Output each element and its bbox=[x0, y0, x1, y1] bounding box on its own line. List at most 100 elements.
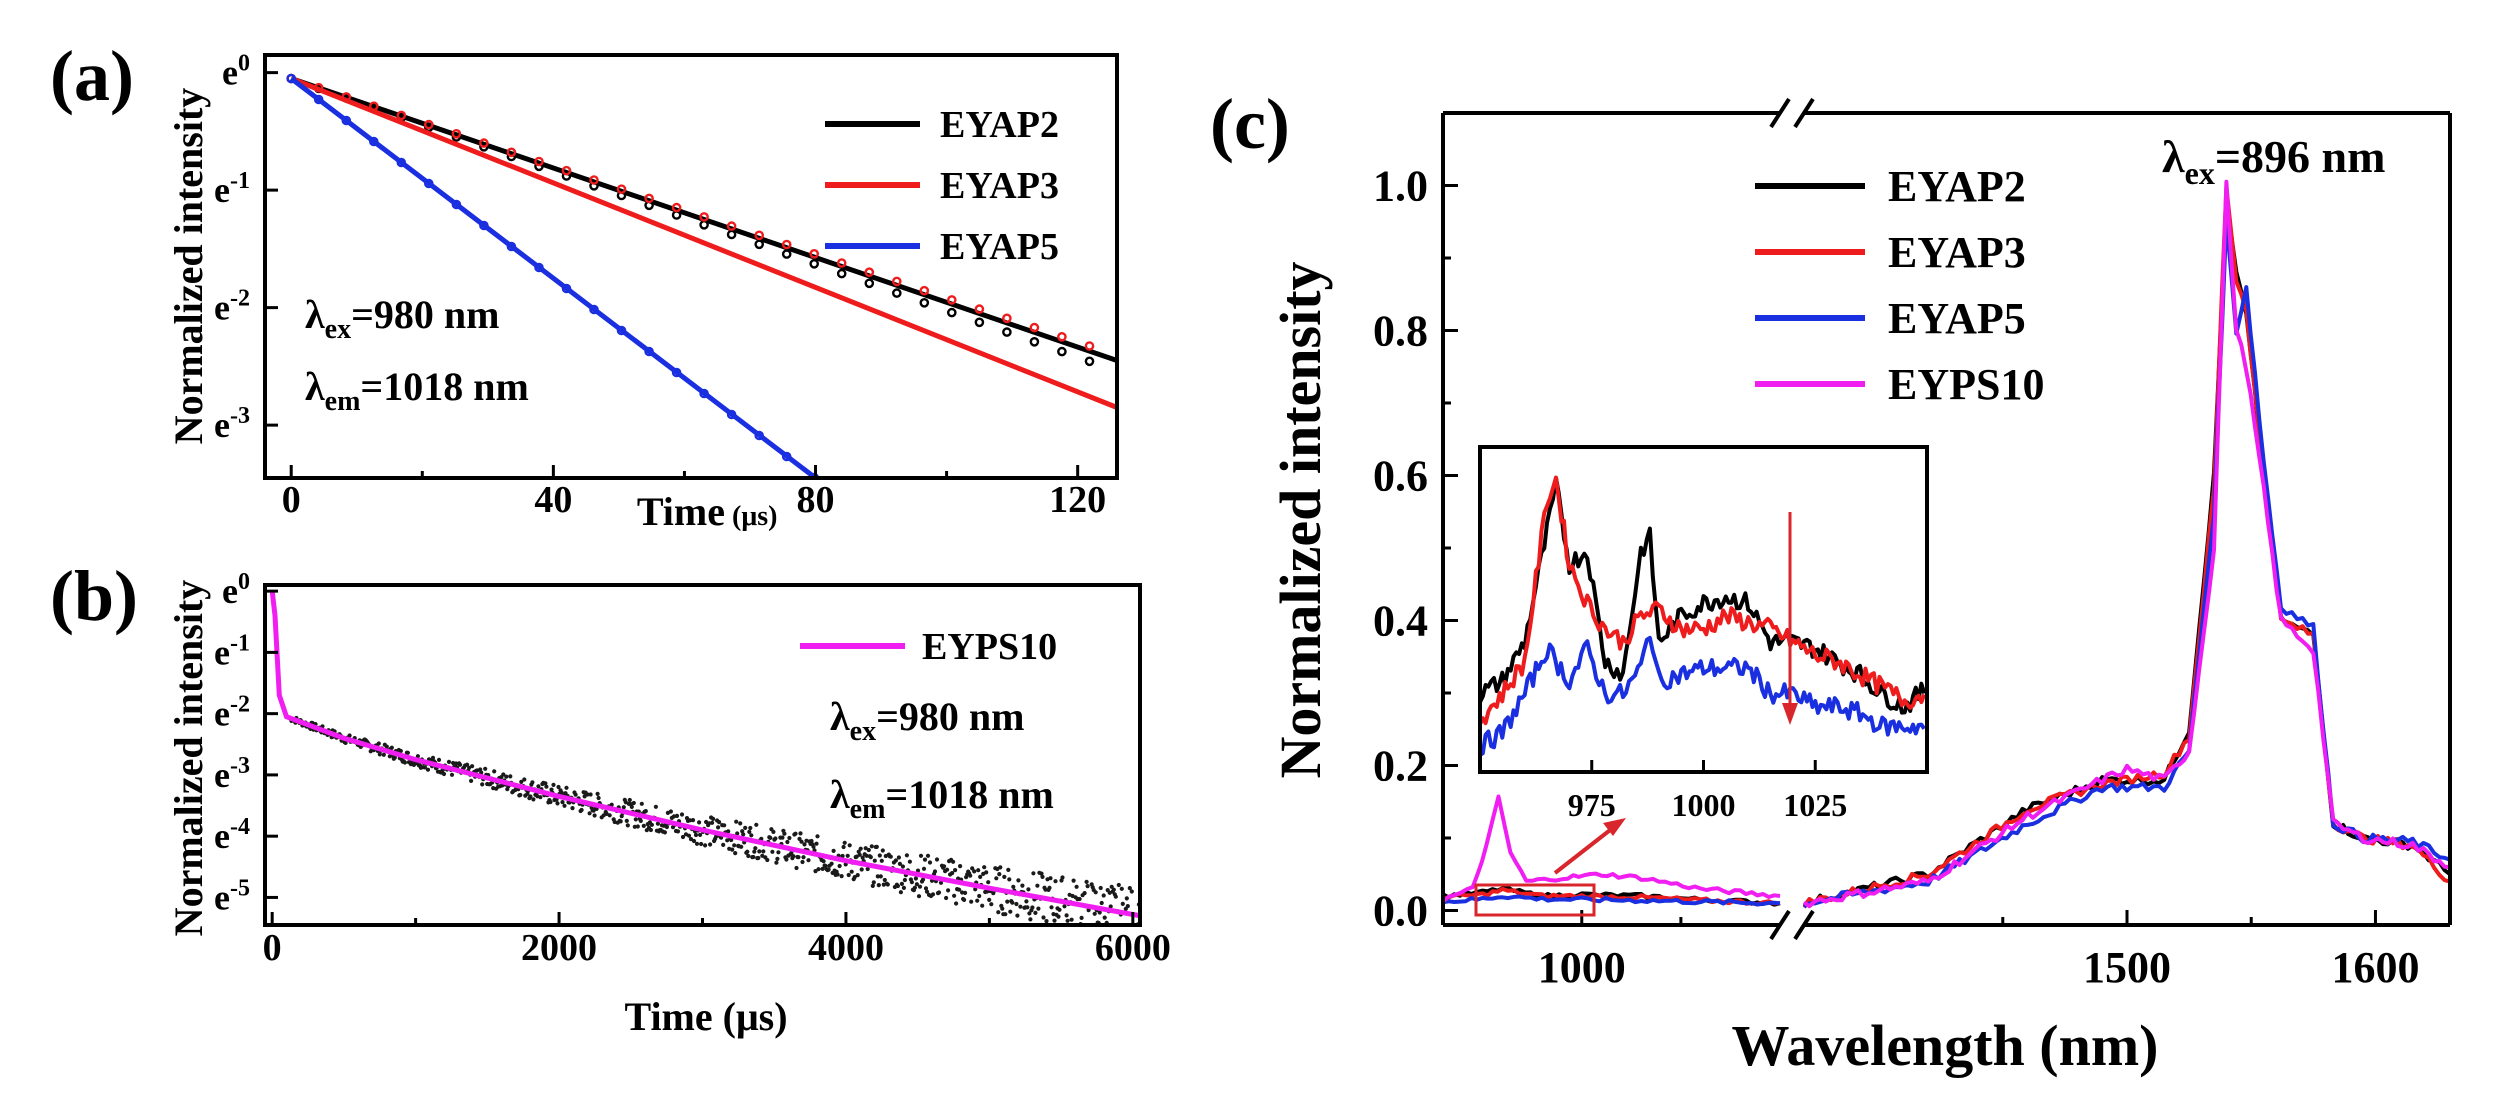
panel-b-point bbox=[784, 857, 789, 862]
panel-b-point bbox=[1007, 877, 1012, 882]
panel-b-point bbox=[826, 867, 831, 872]
panel-a: 0 40 80 120 e0 e-1 e-2 e-3 Normalized intensity… bbox=[166, 51, 1119, 534]
panel-b-point bbox=[1113, 894, 1118, 899]
panel-b-point bbox=[668, 809, 674, 814]
panel-b-point bbox=[1016, 878, 1021, 883]
panel-b-point bbox=[813, 869, 818, 874]
panel-b-point bbox=[749, 833, 754, 838]
panel-b-point bbox=[1040, 874, 1045, 880]
panel-b-point bbox=[638, 818, 643, 824]
inset-xtick-label: 1025 bbox=[1783, 787, 1847, 823]
panel-b-point bbox=[703, 843, 708, 848]
panel-c-xtick-label: 1000 bbox=[1538, 943, 1626, 992]
panel-b-point bbox=[398, 748, 403, 754]
panel-b-point bbox=[875, 874, 880, 879]
panel-b-point bbox=[895, 883, 901, 889]
panel-a-point-eyap3 bbox=[754, 230, 765, 241]
panel-b-point bbox=[996, 910, 1001, 915]
panel-b-point bbox=[871, 880, 876, 885]
panel-b-point bbox=[774, 860, 779, 865]
panel-b-point bbox=[519, 779, 524, 785]
panel-b-point bbox=[916, 894, 922, 899]
panel-b-point bbox=[710, 820, 715, 825]
panel-b-point bbox=[607, 813, 612, 818]
panel-b-point bbox=[624, 818, 629, 824]
panel-b-point bbox=[907, 859, 913, 864]
panel-b-point bbox=[662, 830, 668, 835]
panel-b-point bbox=[747, 829, 752, 835]
panel-b-point bbox=[664, 824, 670, 830]
panel-b-point bbox=[1125, 904, 1130, 909]
panel-b-point bbox=[888, 854, 893, 859]
panel-b-point bbox=[1033, 910, 1038, 916]
panel-a-annotation-ex: λex=980 nm bbox=[305, 292, 499, 345]
panel-b-point bbox=[480, 782, 485, 787]
panel-b-point bbox=[837, 863, 842, 869]
panel-b-point bbox=[1048, 876, 1053, 881]
panel-b-point bbox=[725, 838, 730, 843]
panel-a-legend: EYAP2 EYAP3 EYAP5 bbox=[825, 104, 1059, 268]
panel-b-point bbox=[1018, 904, 1023, 909]
panel-b-point bbox=[1035, 883, 1040, 888]
panel-b-point bbox=[735, 831, 740, 836]
panel-b-point bbox=[775, 856, 780, 862]
panel-b-point bbox=[752, 849, 757, 854]
panel-b-point bbox=[543, 781, 548, 786]
zoom-arrow-line bbox=[1553, 825, 1616, 875]
panel-b-point bbox=[1101, 893, 1106, 898]
panel-b-point bbox=[811, 844, 816, 849]
panel-b-point bbox=[855, 873, 860, 878]
panel-a-point-eyap2 bbox=[1084, 356, 1095, 367]
panel-b-point bbox=[743, 825, 748, 831]
panel-b-point bbox=[1025, 905, 1030, 910]
panel-b-point bbox=[1098, 885, 1103, 891]
panel-b-point bbox=[976, 868, 981, 873]
panel-b-point bbox=[930, 892, 936, 897]
panel-b-point bbox=[582, 794, 587, 799]
panel-b-point bbox=[430, 755, 436, 760]
panel-b-point bbox=[1069, 917, 1074, 922]
panel-b-point bbox=[1014, 901, 1019, 907]
panel-b-point bbox=[789, 850, 794, 856]
panel-a-point-eyap3 bbox=[616, 184, 627, 194]
panel-b-point bbox=[548, 799, 553, 805]
panel-b-point bbox=[969, 899, 974, 904]
legend-a-eyap2: EYAP2 bbox=[940, 104, 1059, 146]
panel-b-point bbox=[791, 854, 796, 859]
inset-xtick-label: 1000 bbox=[1672, 787, 1736, 823]
panel-b-point bbox=[402, 760, 407, 765]
panel-a-point-eyap3 bbox=[726, 221, 737, 231]
panel-b-point bbox=[1053, 879, 1058, 884]
panel-b-point bbox=[643, 809, 648, 814]
panel-b-point bbox=[730, 847, 735, 852]
panel-c-xlabel: Wavelength (nm) bbox=[1732, 1013, 2159, 1078]
panel-b-point bbox=[751, 854, 756, 860]
panel-b-point bbox=[446, 759, 452, 765]
panel-a-point-eyap2 bbox=[809, 258, 820, 269]
panel-b-point bbox=[1057, 907, 1062, 912]
panel-b-point bbox=[740, 829, 745, 834]
panel-b-point bbox=[938, 880, 944, 885]
panel-b-point bbox=[899, 881, 905, 887]
panel-b-point bbox=[721, 842, 726, 848]
panel-a-annotation-em: λem=1018 nm bbox=[305, 364, 529, 417]
panel-a-point-eyap3 bbox=[781, 239, 792, 250]
panel-b-point bbox=[1000, 906, 1005, 911]
panel-b-point bbox=[722, 823, 727, 828]
panel-c-axis-break bbox=[1769, 95, 1815, 945]
panel-b-point bbox=[1082, 891, 1087, 896]
panel-b-point bbox=[857, 852, 862, 857]
panel-b-point bbox=[1093, 890, 1098, 895]
panel-b-point bbox=[913, 876, 919, 881]
panel-b-point bbox=[1049, 905, 1054, 910]
panel-b: 0 2000 4000 6000 e0 e-1 e-2 e-3 e-4 e-5 Normalize… bbox=[166, 569, 1171, 1039]
panel-a-point-eyap2 bbox=[974, 317, 985, 328]
panel-c-ytick-label: 0.2 bbox=[1373, 742, 1428, 791]
panel-b-point bbox=[562, 803, 567, 808]
panel-b-point bbox=[1071, 878, 1076, 883]
panel-b-point bbox=[680, 834, 686, 840]
panel-b-point bbox=[716, 825, 721, 830]
panel-c-annotation: λex=896 nm bbox=[2162, 131, 2385, 191]
panel-b-point bbox=[738, 821, 743, 826]
panel-a-point-eyap2 bbox=[781, 249, 792, 259]
